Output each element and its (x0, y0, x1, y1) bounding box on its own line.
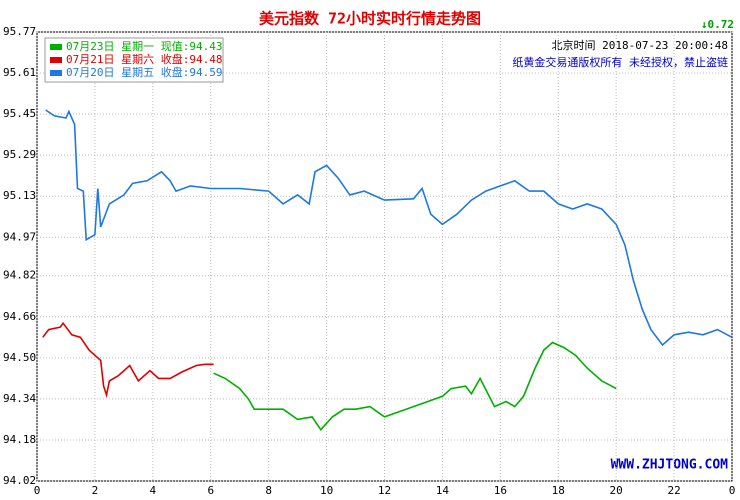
x-tick-label: 20 (610, 484, 623, 497)
line (45, 109, 733, 347)
line (213, 341, 617, 431)
y-tick-label: 94.18 (3, 433, 36, 446)
watermark: WWW.ZHJTONG.COM (611, 458, 729, 473)
x-tick-label: 14 (436, 484, 450, 497)
x-tick-label: 22 (667, 484, 680, 497)
legend-label: 07月21日 星期六 收盘:94.48 (66, 52, 222, 66)
legend-label: 07月23日 星期一 现值:94.43 (66, 40, 222, 53)
y-tick-label: 95.61 (3, 66, 36, 79)
legend-swatch (50, 44, 62, 50)
y-tick-label: 95.77 (3, 25, 36, 38)
x-tick-label: 8 (265, 484, 272, 497)
y-tick-label: 95.45 (3, 107, 36, 120)
x-tick-label: 0 (729, 484, 736, 497)
y-tick-label: 94.50 (3, 351, 36, 364)
x-tick-label: 10 (320, 484, 333, 497)
time-label: 北京时间 2018-07-23 20:00:48 (552, 38, 728, 52)
y-tick-label: 95.13 (3, 189, 36, 202)
x-tick-label: 2 (92, 484, 99, 497)
x-tick-label: 16 (494, 484, 507, 497)
change: ↓0.72 (701, 18, 734, 31)
y-tick-label: 94.34 (3, 392, 36, 405)
chart-title: 美元指数 72小时实时行情走势图 (259, 10, 481, 28)
x-tick-label: 4 (150, 484, 157, 497)
legend-label: 07月20日 星期五 收盘:94.59 (66, 65, 222, 79)
y-tick-label: 94.66 (3, 310, 36, 323)
copyright: 纸黄金交易通版权所有 未经授权，禁止盗链 (512, 55, 728, 69)
legend-box (44, 37, 224, 83)
line (42, 321, 214, 399)
x-tick-label: 6 (207, 484, 214, 497)
x-tick-label: 18 (552, 484, 565, 497)
x-tick-label: 0 (34, 484, 41, 497)
plot-frame (36, 31, 733, 482)
legend-swatch (50, 57, 62, 63)
y-tick-label: 94.82 (3, 269, 36, 282)
legend-swatch (50, 70, 62, 76)
y-tick-label: 95.29 (3, 148, 36, 161)
y-tick-label: 94.02 (3, 474, 36, 487)
y-tick-label: 94.97 (3, 230, 36, 243)
x-tick-label: 12 (378, 484, 391, 497)
